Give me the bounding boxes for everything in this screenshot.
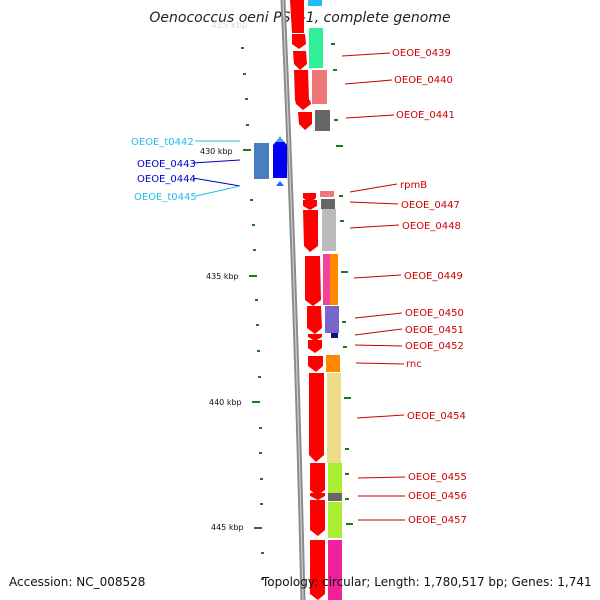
gene-label[interactable]: OEOE_0454 [407,411,466,422]
accession-text: Accession: NC_008528 [9,575,146,589]
gene-label[interactable]: OEOE_0448 [402,221,461,232]
forward-strand-features [254,136,287,186]
gene-label[interactable]: OEOE_0456 [408,491,467,502]
gene-label[interactable]: OEOE_0440 [394,75,453,86]
gene-label[interactable]: OEOE_t0445 [134,192,197,203]
gene-label[interactable]: OEOE_0439 [392,48,451,59]
label-leaders-right [341,52,406,521]
major-ticks [243,149,262,529]
gene-label[interactable]: OEOE_t0442 [131,137,194,148]
scale-label-430: 430 kbp [200,147,233,156]
gene-label[interactable]: OEOE_0449 [404,271,463,282]
gene-label[interactable]: OEOE_0443 [137,159,196,170]
scale-label-445: 445 kbp [211,523,244,532]
gene-label[interactable]: OEOE_0457 [408,515,467,526]
gene-label[interactable]: OEOE_0455 [408,472,467,483]
genome-backbone-highlight [282,0,304,600]
gene-label[interactable]: OEOE_0452 [405,341,464,352]
gene-label[interactable]: rnc [406,359,422,370]
faded-scale-label: 425 kbp [211,21,248,31]
label-leaders-left [192,140,241,197]
scale-label-435: 435 kbp [206,272,239,281]
gene-label[interactable]: OEOE_0441 [396,110,455,121]
gene-label[interactable]: OEOE_0447 [401,200,460,211]
minor-ticks [241,47,264,580]
gene-label[interactable]: OEOE_0450 [405,308,464,319]
outer-ticks [331,43,353,525]
gene-label[interactable]: OEOE_0451 [405,325,464,336]
gene-label[interactable]: OEOE_0444 [137,174,196,185]
scale-label-440: 440 kbp [209,398,242,407]
topology-text: Topology: circular; Length: 1,780,517 bp… [262,575,592,589]
gene-label[interactable]: rpmB [400,180,427,191]
gene-class-boxes [308,0,342,600]
cds-arrows [290,0,325,600]
